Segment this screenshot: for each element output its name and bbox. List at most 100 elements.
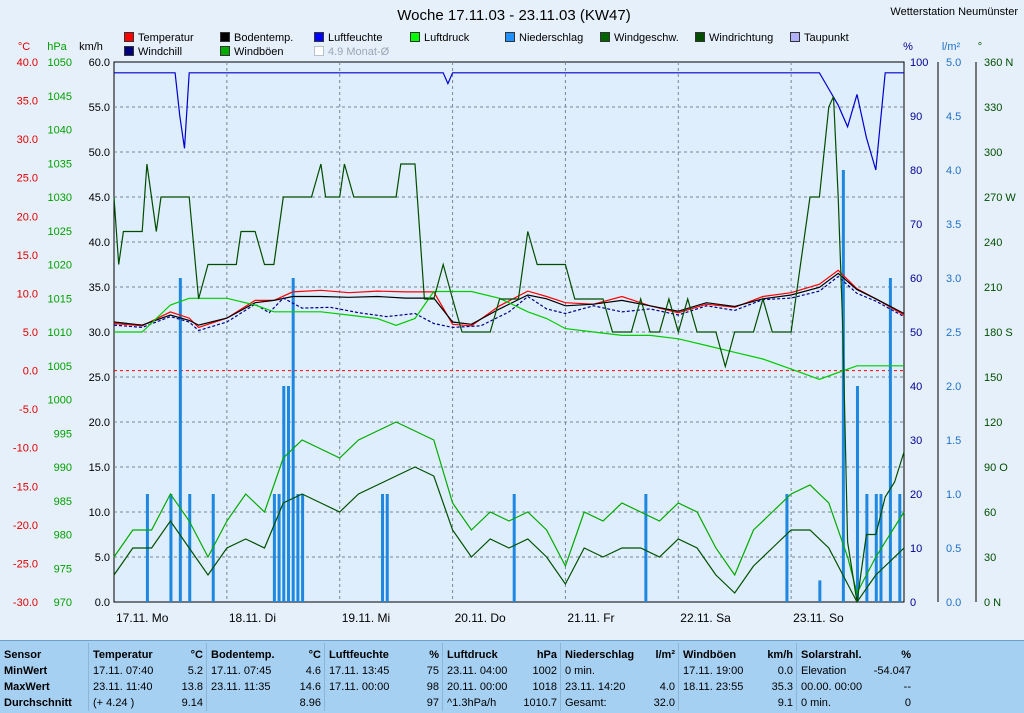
stats-cell-label: 23.11. 11:40 [93,681,153,693]
axis-unit-humidity: % [903,41,913,53]
stats-cell-value: 1002 [532,665,557,677]
stats-cell-value: % [901,649,911,661]
precipitation-bar [898,494,902,602]
precipitation-bar [512,494,516,602]
axis-tick-temperature: 5.0 [23,327,38,339]
stats-column: Windböen km/h 17.11. 19:00 0.0 18.11. 23:55 3… [678,643,797,711]
stats-cell-label: 23.11. 04:00 [447,665,508,677]
axis-unit-pressure: hPa [47,41,67,53]
precipitation-bar [169,494,173,602]
stats-cell-label: Luftdruck [447,649,498,661]
stats-cell-label: 0 min. [801,697,831,709]
stats-cell-value: -54.047 [873,665,911,677]
stats-cell-value: 1010.7 [523,697,557,709]
stats-cell-label: 17.11. 07:40 [93,665,154,677]
stats-cell-label: ^1.3hPa/h [447,697,497,709]
legend-swatch [505,32,515,42]
axis-tick-precipitation: 0.0 [946,597,961,609]
stats-cell-label: Windböen [683,649,737,661]
axis-tick-wind_speed: 55.0 [89,102,110,114]
legend-item: Windböen [220,46,284,58]
precipitation-bar [301,494,305,602]
series-lines [113,72,905,604]
stats-cell-label: Elevation [801,665,847,677]
legend-label: Windchill [138,46,183,58]
stats-row: 23.11. 14:20 4.0 [565,679,675,695]
axis-unit-precipitation: l/m² [942,41,961,53]
stats-row: 8.96 [211,695,321,711]
axis-tick-temperature: -15.0 [13,481,38,493]
stats-cell-value: 14.6 [299,681,321,693]
axis-tick-humidity: 80 [910,165,922,177]
stats-cell-value: °C [190,649,203,661]
station-name: Wetterstation Neumünster [890,6,1018,18]
stats-cell-label: 18.11. 23:55 [683,681,744,693]
stats-cell-value: l/m² [655,649,675,661]
axis-tick-wind_speed: 30.0 [89,327,110,339]
stats-label-sensor: Sensor [4,649,42,661]
axis-tick-wind_speed: 50.0 [89,147,110,159]
axis-unit-temperature: °C [18,41,30,53]
stats-cell-value: 5.2 [187,665,203,677]
stats-cell-value: 75 [426,665,439,677]
axis-tick-humidity: 30 [910,435,922,447]
axis-tick-humidity: 0 [910,597,916,609]
axis-tick-wind_direction: 180 S [984,327,1013,339]
x-tick-label: 21.11. Fr [567,611,614,625]
legend-swatch [124,46,134,56]
stats-cell-value: -- [903,681,911,693]
precipitation-bar [296,494,300,602]
legend-item: Taupunkt [790,32,849,44]
axis-tick-humidity: 50 [910,327,922,339]
precipitation-bar [277,494,281,602]
stats-cell-value: 9.1 [777,697,793,709]
stats-label-min: MinWert [4,665,48,677]
legend-swatch [695,32,705,42]
precipitation-bar [855,386,859,602]
stats-column: Solarstrahl.% Elevation -54.047 00.00. 00:0… [796,643,915,711]
stats-row: 23.11. 11:40 13.8 [93,679,203,695]
stats-row: Luftdruck hPa [447,647,557,663]
axis-tick-wind_direction: 150 [984,372,1002,384]
stats-row: 20.11. 00:00 1018 [447,679,557,695]
x-tick-label: 23.11. So [793,611,844,625]
series-line-taupunkt [113,275,905,332]
legend-item: Niederschlag [505,32,583,44]
axis-tick-pressure: 1025 [48,226,72,238]
legend-item: Temperatur [124,32,194,44]
stats-row: 23.11. 11:35 14.6 [211,679,321,695]
axis-tick-wind_speed: 10.0 [89,507,110,519]
axis-tick-pressure: 990 [54,462,72,474]
stats-cell-label: Bodentemp. [211,649,275,661]
legend-swatch [220,46,230,56]
legend-item: Windgeschw. [600,32,679,44]
axis-tick-wind_direction: 240 [984,237,1002,249]
axis-tick-temperature: 0.0 [23,366,38,378]
stats-cell-value: 9.14 [181,697,203,709]
precipitation-bar [888,278,892,602]
axis-tick-precipitation: 3.5 [946,219,961,231]
axis-tick-pressure: 1045 [48,91,72,103]
axis-tick-precipitation: 2.0 [946,381,961,393]
stats-cell-label: Niederschlag [565,649,635,661]
axis-tick-pressure: 985 [54,496,72,508]
stats-cell-label: (+ 4.24 ) [93,697,135,709]
axis-tick-pressure: 980 [54,530,72,542]
axis-tick-temperature: -25.0 [13,558,38,570]
precipitation-bar [785,494,789,602]
stats-cell-value: 98 [426,681,439,693]
axis-tick-temperature: -5.0 [19,404,38,416]
legend-item: Luftfeuchte [314,32,382,44]
stats-cell-label: Solarstrahl. [801,649,862,661]
stats-column: Temperatur °C 17.11. 07:40 5.2 23.11. 11:40 1… [88,643,207,711]
axis-tick-pressure: 1020 [48,260,72,272]
precipitation-bar [381,494,385,602]
axis-tick-humidity: 90 [910,111,922,123]
legend-label: Windböen [234,46,284,58]
axis-tick-temperature: -30.0 [13,597,38,609]
stats-cell-label: 23.11. 11:35 [211,681,271,693]
stats-label-max: MaxWert [4,681,50,693]
axis-tick-temperature: 10.0 [17,288,38,300]
axis-tick-humidity: 20 [910,489,922,501]
stats-row: 0 min. 0 [801,695,911,711]
